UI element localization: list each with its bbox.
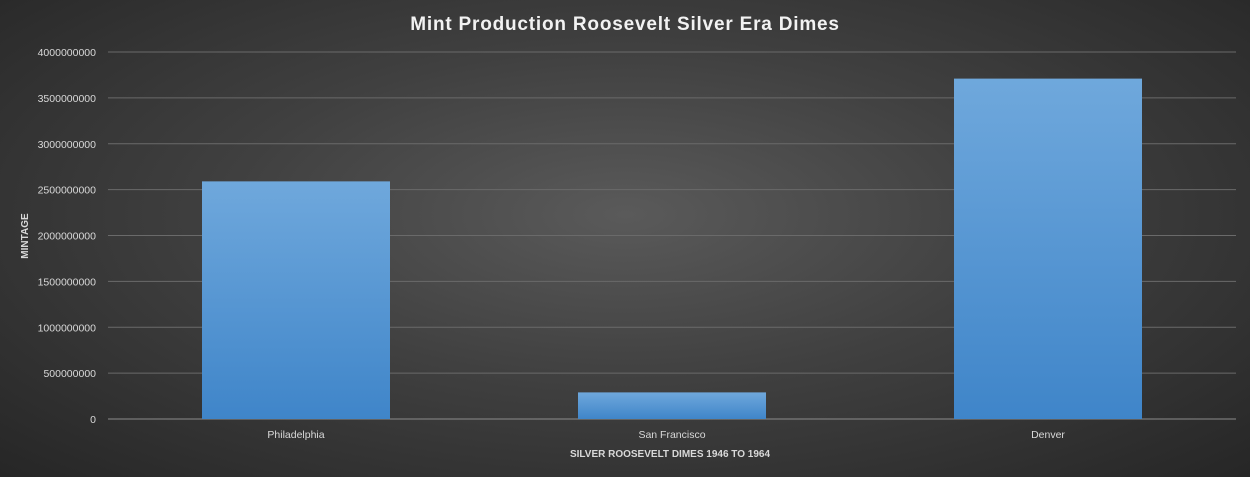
- y-tick-label: 4000000000: [38, 47, 97, 59]
- y-tick-label: 3000000000: [38, 139, 97, 151]
- y-tick-label: 3500000000: [38, 93, 97, 105]
- bar-denver: [954, 78, 1142, 420]
- y-tick-label: 2000000000: [38, 231, 97, 243]
- bars: [202, 78, 1142, 420]
- y-tick-label: 500000000: [43, 368, 96, 380]
- bar-philadelphia: [202, 181, 390, 419]
- x-axis-ticks: Philadelphia San Francisco Denver: [267, 429, 1065, 441]
- y-axis-ticks: 0 500000000 1000000000 1500000000 2000000000…: [38, 47, 97, 426]
- y-tick-label: 0: [90, 414, 96, 426]
- y-tick-label: 2500000000: [38, 185, 97, 197]
- x-axis-title: SILVER ROOSEVELT DIMES 1946 TO 1964: [570, 449, 771, 460]
- chart-title: Mint Production Roosevelt Silver Era Dim…: [410, 14, 840, 35]
- x-tick-label: San Francisco: [638, 429, 705, 441]
- x-tick-label: Philadelphia: [267, 429, 324, 441]
- y-tick-label: 1500000000: [38, 276, 97, 288]
- x-tick-label: Denver: [1031, 429, 1065, 441]
- bar-san-francisco: [578, 392, 766, 419]
- y-tick-label: 1000000000: [38, 322, 97, 334]
- y-axis-title: MINTAGE: [20, 213, 31, 259]
